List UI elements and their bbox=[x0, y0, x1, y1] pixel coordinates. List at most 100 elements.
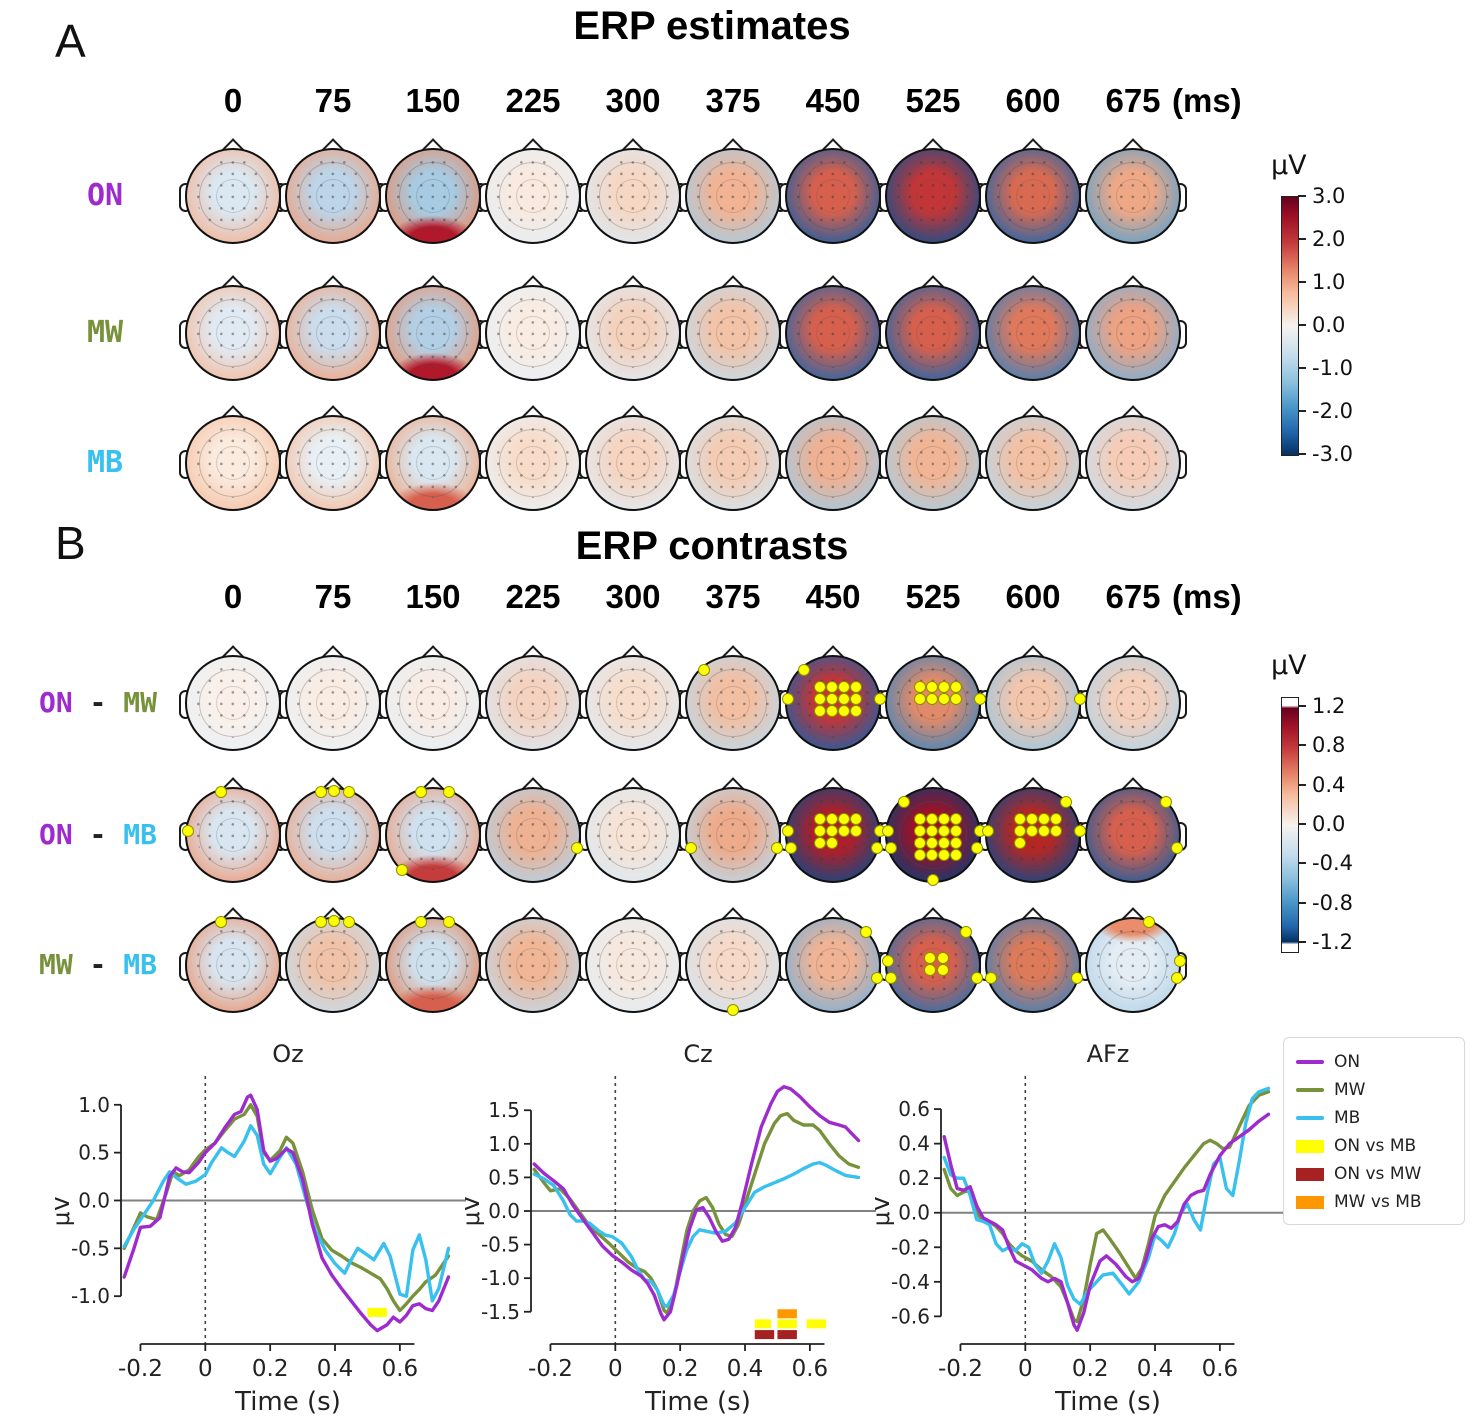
significant-electrode-dot bbox=[924, 951, 937, 964]
head-disc bbox=[285, 787, 381, 883]
row-label-part: ON bbox=[38, 818, 73, 851]
head-disc bbox=[485, 415, 581, 511]
colorbar-tick-label: 0.0 bbox=[1312, 812, 1346, 836]
significant-electrode-dot bbox=[825, 704, 838, 717]
y-tick-label: 0.6 bbox=[898, 1097, 930, 1121]
topomap-b-row0-t150 bbox=[379, 645, 487, 751]
topomap-a-row1-t675 bbox=[1079, 275, 1187, 381]
head-disc bbox=[485, 285, 581, 381]
head-disc bbox=[285, 415, 381, 511]
head-disc bbox=[785, 415, 881, 511]
electrode-grid bbox=[196, 796, 270, 870]
electrode-grid bbox=[1096, 294, 1170, 368]
significant-electrode-dot bbox=[949, 680, 962, 693]
head-disc bbox=[985, 285, 1081, 381]
series-line-MW bbox=[532, 1111, 861, 1315]
significant-electrode-dot bbox=[342, 786, 355, 799]
significant-electrode-dot bbox=[1025, 812, 1038, 825]
head-disc bbox=[585, 285, 681, 381]
significant-electrode-dot bbox=[328, 915, 341, 928]
significant-electrode-dot bbox=[925, 680, 938, 693]
electrode-grid bbox=[196, 664, 270, 738]
chart-title: Oz bbox=[272, 1040, 304, 1068]
significant-electrode-dot bbox=[885, 841, 897, 854]
electrode-grid bbox=[796, 926, 870, 1000]
topomap-b-row1-t150 bbox=[379, 777, 487, 883]
electrode-grid bbox=[396, 424, 470, 498]
series-line-ON bbox=[942, 1112, 1271, 1332]
colorbar-tick bbox=[1298, 862, 1306, 865]
y-tick-label: 0.0 bbox=[78, 1188, 110, 1212]
topomap-b-row1-t225 bbox=[479, 777, 587, 883]
topomap-b-row1-t675 bbox=[1079, 777, 1187, 883]
row-label: MB bbox=[86, 445, 124, 480]
topomap-a-row2-t375 bbox=[679, 405, 787, 511]
x-tick-label: 0.4 bbox=[727, 1356, 764, 1382]
significant-electrode-dot bbox=[971, 841, 984, 854]
colorbar-tick-label: -2.0 bbox=[1312, 399, 1353, 423]
series-line-ON bbox=[122, 1093, 451, 1333]
y-axis-label: μV bbox=[465, 1196, 485, 1227]
significant-electrode-dot bbox=[937, 812, 950, 825]
colorbar-tick-label: 0.4 bbox=[1312, 772, 1346, 797]
erp-chart-AFz: 0.6 0.4 0.2 0.0 -0.2 -0.4 -0.6 -0.2 0 0.2 0.4 0.6 AF… bbox=[869, 1038, 1290, 1424]
significant-electrode-dot bbox=[825, 680, 838, 693]
electrode-grid bbox=[896, 294, 970, 368]
colorbar-tick-label: -3.0 bbox=[1312, 442, 1353, 466]
electrode-grid bbox=[896, 157, 970, 231]
significant-electrode-dot bbox=[214, 916, 227, 929]
topomap-a-row0-t300 bbox=[579, 138, 687, 244]
topomap-a-row0-t150 bbox=[379, 138, 487, 244]
electrode-grid bbox=[596, 664, 670, 738]
head-disc bbox=[585, 655, 681, 751]
colorbar-tick bbox=[1298, 324, 1306, 326]
significant-electrode-dot bbox=[949, 812, 962, 825]
topomap-a-row2-t300 bbox=[579, 405, 687, 511]
colorbar-tick bbox=[1298, 453, 1306, 455]
significant-electrode-dot bbox=[785, 841, 797, 854]
legend-entry: ON vs MW bbox=[1296, 1160, 1454, 1188]
head-disc bbox=[985, 148, 1081, 244]
significant-electrode-dot bbox=[913, 812, 926, 825]
significant-electrode-dot bbox=[837, 704, 850, 717]
significant-electrode-dot bbox=[571, 841, 584, 854]
electrode-grid bbox=[596, 294, 670, 368]
significant-electrode-dot bbox=[985, 971, 997, 984]
electrode-grid bbox=[196, 424, 270, 498]
legend-patch-swatch bbox=[1296, 1167, 1324, 1181]
topomap-b-row2-t0 bbox=[179, 907, 287, 1013]
electrode-grid bbox=[996, 294, 1070, 368]
significant-electrode-dot bbox=[937, 692, 950, 705]
significant-electrode-dot bbox=[898, 795, 911, 808]
significant-electrode-dot bbox=[849, 680, 862, 693]
head-disc bbox=[1085, 917, 1181, 1013]
head-disc bbox=[785, 148, 881, 244]
electrode-grid bbox=[396, 157, 470, 231]
time-label: 525 bbox=[905, 82, 961, 119]
head-disc bbox=[685, 148, 781, 244]
colorbar-tick-label: 1.0 bbox=[1312, 270, 1346, 294]
time-unit-label: (ms) bbox=[1172, 82, 1242, 119]
head-disc bbox=[1085, 415, 1181, 511]
significant-electrode-dot bbox=[971, 971, 984, 984]
head-disc bbox=[685, 917, 781, 1013]
head-disc bbox=[585, 917, 681, 1013]
colorbar-tick-label: -0.8 bbox=[1312, 890, 1353, 915]
x-tick-label: 0 bbox=[198, 1356, 213, 1382]
electrode-grid bbox=[196, 157, 270, 231]
colorbar-tick bbox=[1298, 705, 1306, 707]
topomap-b-row0-t375 bbox=[679, 645, 787, 751]
significant-electrode-dot bbox=[859, 925, 872, 938]
significant-electrode-dot bbox=[1171, 971, 1184, 984]
topomap-b-row1-t0 bbox=[179, 777, 287, 883]
electrode-grid bbox=[1096, 926, 1170, 1000]
y-tick-label: 1.0 bbox=[78, 1093, 110, 1117]
topomap-a-row0-t375 bbox=[679, 138, 787, 244]
row-label-part: - bbox=[72, 818, 124, 851]
y-tick-label: 1.0 bbox=[488, 1132, 520, 1156]
head-disc bbox=[685, 415, 781, 511]
significant-electrode-dot bbox=[1049, 824, 1062, 837]
significant-electrode-dot bbox=[314, 786, 327, 799]
y-tick-label: -1.0 bbox=[481, 1266, 520, 1290]
